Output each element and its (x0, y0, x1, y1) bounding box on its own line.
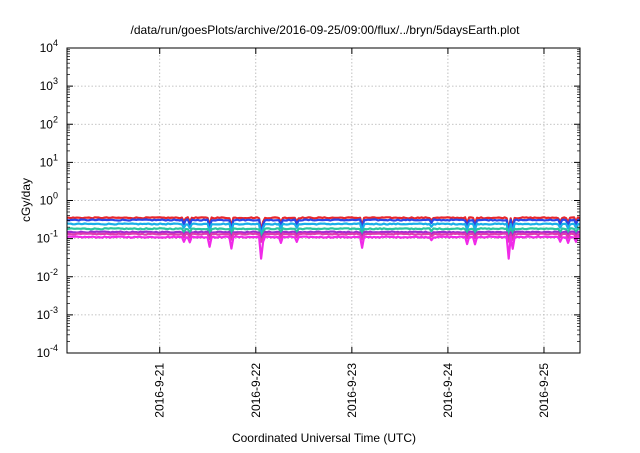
y-tick-label: 10-2 (37, 267, 58, 284)
chart-title: /data/run/goesPlots/archive/2016-09-25/0… (131, 23, 521, 37)
axes: 10-4 10-3 10-2 10-1 100 101 102 103 104 2016-9-21… (37, 38, 580, 418)
series-line (66, 216, 581, 232)
y-tick-label: 102 (40, 114, 58, 131)
series-line (66, 230, 581, 241)
y-tick-label: 103 (40, 76, 58, 93)
y-tick-label: 100 (40, 191, 58, 208)
series-group (66, 216, 581, 260)
series-line (66, 232, 581, 243)
x-tick-label: 2016-9-25 (537, 363, 551, 418)
y-tick-label: 101 (40, 152, 58, 169)
series-line (66, 218, 581, 236)
y-axis-label: cGy/day (19, 178, 33, 222)
y-tick-label: 104 (40, 38, 58, 55)
x-tick-label: 2016-9-24 (441, 363, 455, 418)
grid (67, 48, 580, 353)
series-line (66, 227, 581, 239)
y-tick-label: 10-1 (37, 229, 58, 246)
x-tick-label: 2016-9-21 (153, 363, 167, 418)
y-tick-label: 10-4 (37, 343, 58, 360)
x-tick-label: 2016-9-22 (249, 363, 263, 418)
y-tick-label: 10-3 (37, 305, 58, 322)
series-line (66, 222, 581, 238)
x-tick-label: 2016-9-23 (345, 363, 359, 418)
series-line (66, 235, 581, 260)
x-axis-label: Coordinated Universal Time (UTC) (232, 431, 416, 445)
